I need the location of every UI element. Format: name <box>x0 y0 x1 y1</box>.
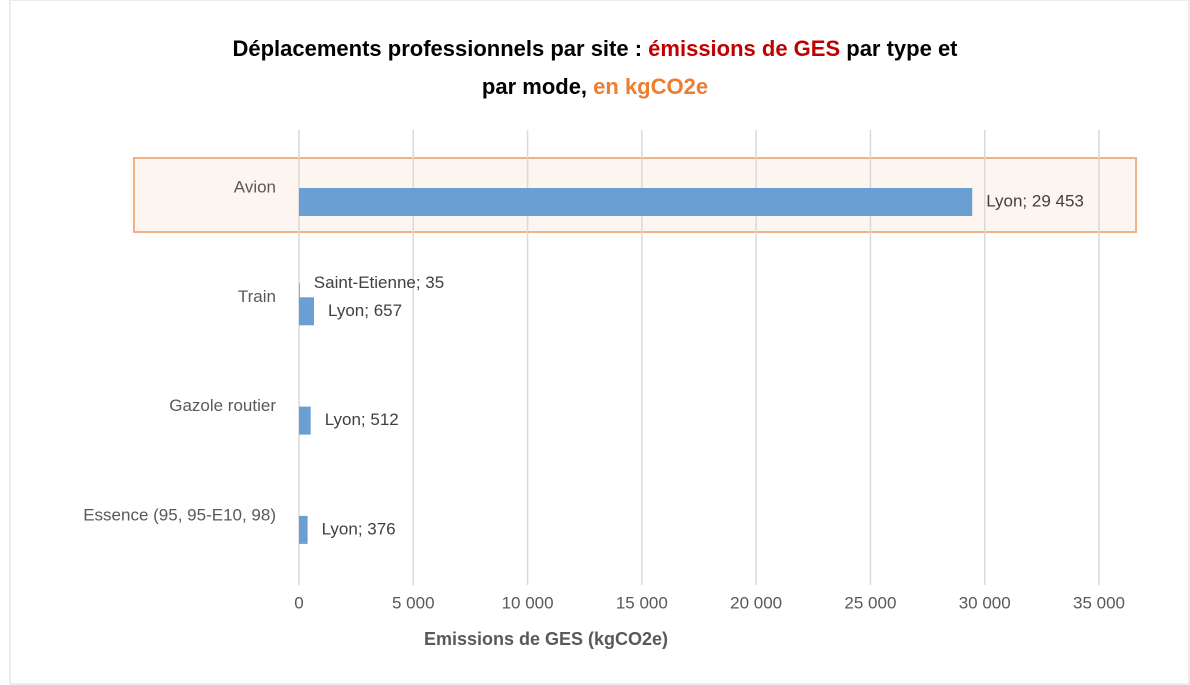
data-label: Lyon; 512 <box>325 410 399 429</box>
chart-title: Déplacements professionnels par site : é… <box>232 36 958 61</box>
title-part: en kgCO2e <box>593 74 708 99</box>
x-tick-label: 20 000 <box>730 593 782 612</box>
y-tick-label: Train <box>238 287 276 306</box>
data-label: Saint-Etienne; 35 <box>314 273 444 292</box>
title-part: par type et <box>840 36 958 61</box>
y-tick-label: Gazole routier <box>169 396 276 415</box>
title-part: émissions de GES <box>648 36 840 61</box>
x-tick-label: 30 000 <box>959 593 1011 612</box>
x-tick-label: 0 <box>294 593 303 612</box>
bar <box>299 297 315 326</box>
data-label: Lyon; 29 453 <box>986 191 1084 210</box>
x-tick-label: 25 000 <box>844 593 896 612</box>
data-label: Lyon; 376 <box>322 519 396 538</box>
data-label: Lyon; 657 <box>328 301 402 320</box>
title-part: par mode, <box>482 74 593 99</box>
bar <box>299 283 300 298</box>
bar <box>299 188 973 216</box>
bar <box>299 406 311 435</box>
title-part: Déplacements professionnels par site : <box>232 36 648 61</box>
x-tick-label: 35 000 <box>1073 593 1125 612</box>
chart-frame <box>9 0 1190 685</box>
x-tick-label: 5 000 <box>392 593 435 612</box>
x-tick-label: 10 000 <box>502 593 554 612</box>
chart-title: par mode, en kgCO2e <box>482 74 708 99</box>
y-tick-label: Avion <box>234 177 276 196</box>
x-tick-label: 15 000 <box>616 593 668 612</box>
y-tick-label: Essence (95, 95-E10, 98) <box>83 505 276 524</box>
x-axis-title: Emissions de GES (kgCO2e) <box>424 629 668 649</box>
bar <box>299 515 308 544</box>
